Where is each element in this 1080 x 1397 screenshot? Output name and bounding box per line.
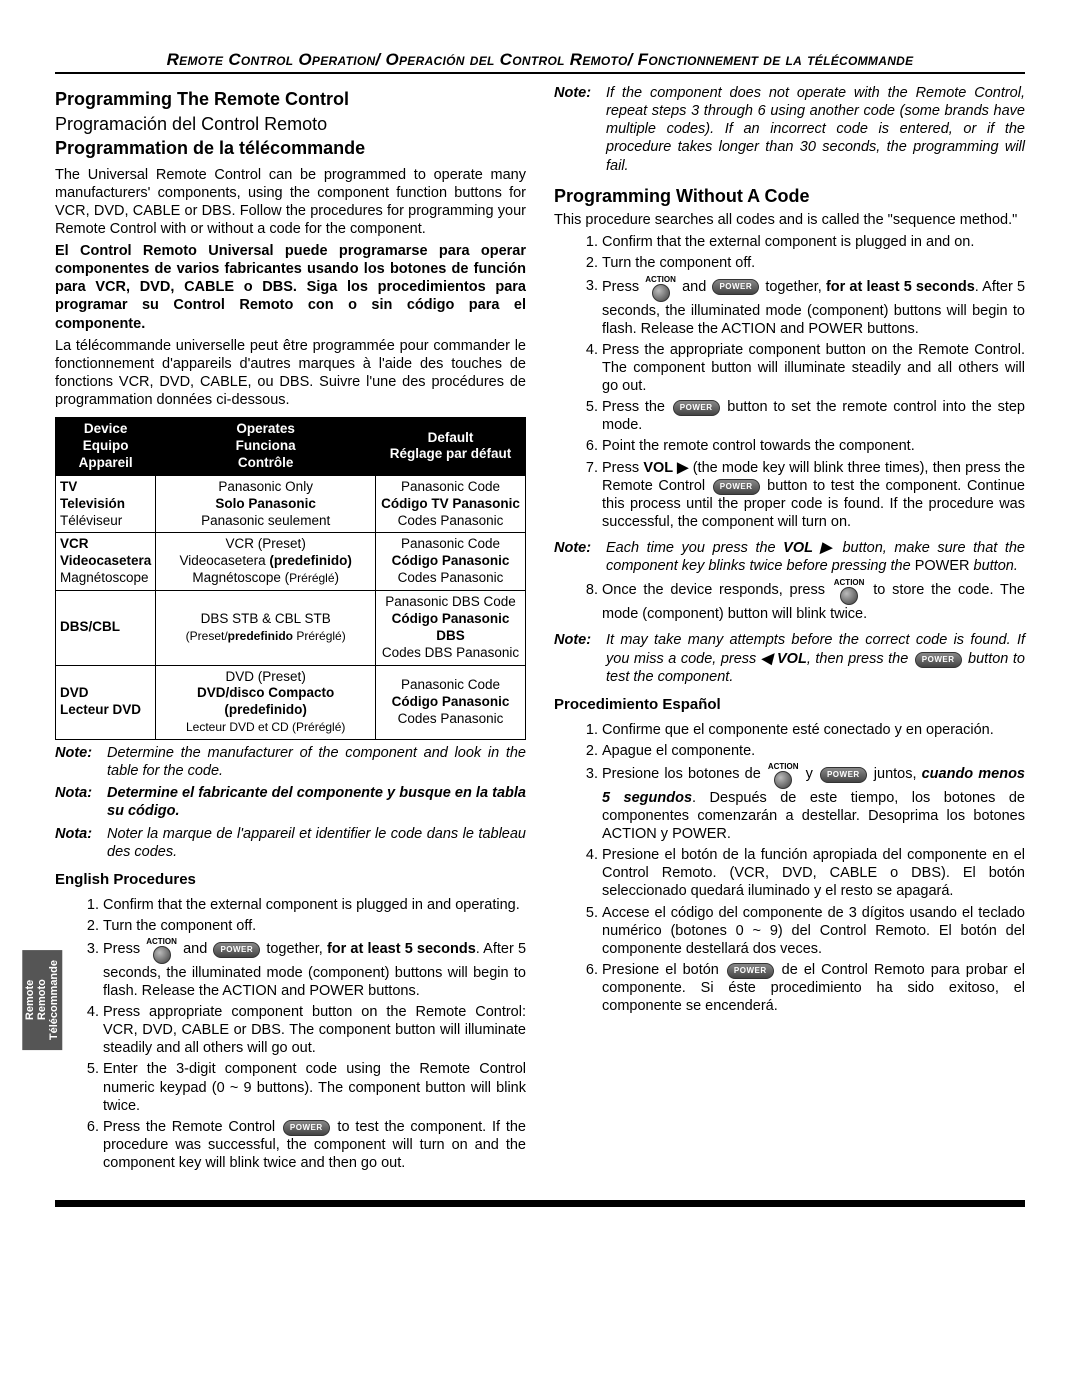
power-button-icon: POWER [727,963,774,979]
list-item: Turn the component off. [602,254,1025,272]
page-header: Remote Control Operation/ Operación del … [55,50,1025,74]
note: Note: Determine the manufacturer of the … [55,744,526,780]
list-item: Presione el botón POWER de el Control Re… [602,961,1025,1015]
device-table: Device Equipo Appareil Operates Funciona… [55,417,526,740]
list-item: Point the remote control towards the com… [602,437,1025,455]
nocode-list: Confirm that the external component is p… [554,233,1025,531]
side-tab: Remote Remoto Télécommande [22,950,62,1050]
list-item: Press ACTION and POWER together, for at … [602,276,1025,338]
intro-fr: La télécommande universelle peut être pr… [55,337,526,410]
power-button-icon: POWER [283,1120,330,1136]
th-operates: Operates Funciona Contrôle [156,418,376,476]
title-fr: Programmation de la télécommande [55,137,526,160]
table-row: VCR Videocasetera Magnétoscope VCR (Pres… [56,533,526,591]
title-es: Programación del Control Remoto [55,113,526,136]
note: Nota: Determine el fabricante del compon… [55,784,526,820]
title-en: Programming The Remote Control [55,88,526,111]
power-button-icon: POWER [673,400,720,416]
list-item: Presione el botón de la función apropiad… [602,846,1025,900]
nocode-intro: This procedure searches all codes and is… [554,211,1025,229]
list-item: Press the Remote Control POWER to test t… [103,1118,526,1172]
programming-without-code-title: Programming Without A Code [554,185,1025,208]
list-item: Apague el componente. [602,742,1025,760]
spanish-procedures-list: Confirme que el componente esté conectad… [554,721,1025,1016]
th-device: Device Equipo Appareil [56,418,156,476]
english-procedures-list: Confirm that the external component is p… [55,896,526,1173]
note: Note: It may take many attempts before t… [554,631,1025,685]
action-button-icon: ACTION [768,763,799,789]
note: Note: Each time you press the VOL ▶ butt… [554,539,1025,575]
english-procedures-title: English Procedures [55,871,526,890]
list-item: Press ACTION and POWER together, for at … [103,938,526,1000]
note: Nota: Noter la marque de l'appareil et i… [55,825,526,861]
intro-es: El Control Remoto Universal puede progra… [55,242,526,333]
list-item: Turn the component off. [103,917,526,935]
action-button-icon: ACTION [645,276,676,302]
list-item: Once the device responds, press ACTION t… [602,579,1025,623]
list-item: Confirme que el componente esté conectad… [602,721,1025,739]
list-item: Enter the 3-digit component code using t… [103,1060,526,1114]
action-button-icon: ACTION [146,938,177,964]
footer-bar [55,1200,1025,1207]
table-row: DBS/CBL DBS STB & CBL STB (Preset/predef… [56,591,526,666]
spanish-procedures-title: Procedimiento Español [554,696,1025,715]
table-row: TV Televisión Téléviseur Panasonic Only … [56,475,526,533]
power-button-icon: POWER [713,479,760,495]
list-item: Presione los botones de ACTION y POWER j… [602,763,1025,843]
power-button-icon: POWER [820,767,867,783]
list-item: Press the appropriate component button o… [602,341,1025,395]
intro-en: The Universal Remote Control can be prog… [55,166,526,239]
list-item: Press appropriate component button on th… [103,1003,526,1057]
list-item: Confirm that the external component is p… [103,896,526,914]
power-button-icon: POWER [213,942,260,958]
th-default: Default Réglage par défaut [376,418,526,476]
list-item: Press the POWER button to set the remote… [602,398,1025,434]
list-item: Confirm that the external component is p… [602,233,1025,251]
table-row: DVD Lecteur DVD DVD (Preset) DVD/disco C… [56,665,526,740]
power-button-icon: POWER [915,652,962,668]
note: Note: If the component does not operate … [554,84,1025,175]
list-item: Accese el código del componente de 3 díg… [602,904,1025,958]
action-button-icon: ACTION [834,579,865,605]
power-button-icon: POWER [712,279,759,295]
list-item: Press VOL ▶ (the mode key will blink thr… [602,459,1025,532]
nocode-list-cont: Once the device responds, press ACTION t… [554,579,1025,623]
